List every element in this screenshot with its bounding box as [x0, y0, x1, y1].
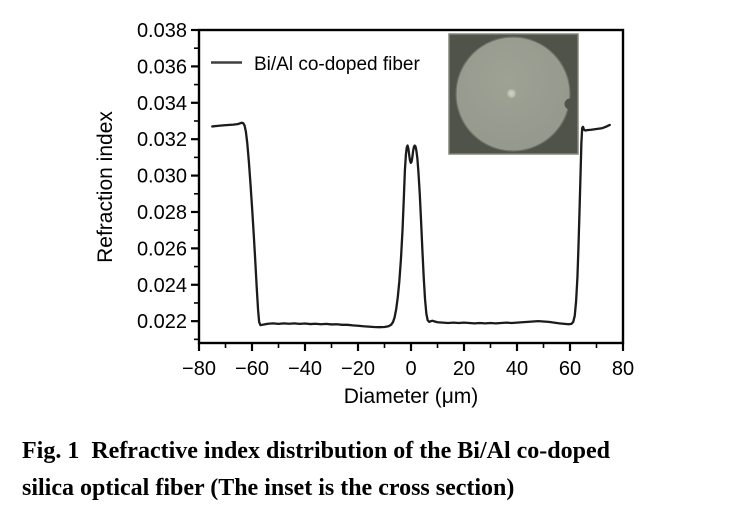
x-tick-label: 0	[405, 358, 416, 380]
y-tick-label: 0.024	[137, 275, 187, 297]
figure-caption: Fig. 1 Refractive index distribution of …	[22, 433, 732, 507]
y-tick-label: 0.032	[137, 129, 187, 151]
x-tick-label: 40	[506, 358, 528, 380]
x-tick-label: −40	[288, 358, 322, 380]
y-tick-label: 0.036	[137, 56, 187, 78]
caption-line-1: Fig. 1 Refractive index distribution of …	[22, 438, 610, 464]
x-tick-label: 20	[453, 358, 475, 380]
series-line-bi-al-co-doped-fiber	[211, 121, 611, 329]
y-tick-label: 0.028	[137, 202, 187, 224]
x-axis-title: Diameter (μm)	[344, 385, 479, 408]
x-tick-label: −20	[341, 358, 375, 380]
x-axis-minor-ticks	[224, 343, 598, 348]
y-axis-title: Refraction index	[94, 111, 117, 263]
inset-cross-section-photo	[448, 33, 579, 155]
y-tick-label: 0.030	[137, 166, 187, 188]
y-axis-minor-ticks	[194, 47, 199, 341]
y-tick-label: 0.022	[137, 311, 187, 333]
x-tick-label: −60	[235, 358, 269, 380]
caption-line-2: silica optical fiber (The inset is the c…	[22, 475, 515, 501]
fiber-core-dot	[506, 88, 517, 99]
x-tick-label: 60	[559, 358, 581, 380]
x-axis-tick-labels: −80 −60 −40 −20 0 20 40 60 80	[182, 358, 634, 380]
legend-label: Bi/Al co-doped fiber	[254, 54, 420, 75]
legend: Bi/Al co-doped fiber	[211, 54, 420, 75]
refractive-index-chart: −80 −60 −40 −20 0 20 40 60 80 0.0220.0240.0260.0…	[94, 20, 634, 408]
fiber-edge-chip	[564, 98, 576, 110]
y-axis-major-ticks	[191, 28, 199, 323]
x-axis-major-ticks	[197, 343, 625, 351]
x-tick-label: 80	[612, 358, 634, 380]
y-tick-label: 0.026	[137, 238, 187, 260]
x-tick-label: −80	[182, 358, 216, 380]
y-axis-tick-labels: 0.022 0.024 0.026 0.028 0.030 0.032 0.034 0.036…	[137, 20, 187, 333]
y-tick-label: 0.038	[137, 20, 187, 42]
y-tick-label: 0.034	[137, 93, 187, 115]
